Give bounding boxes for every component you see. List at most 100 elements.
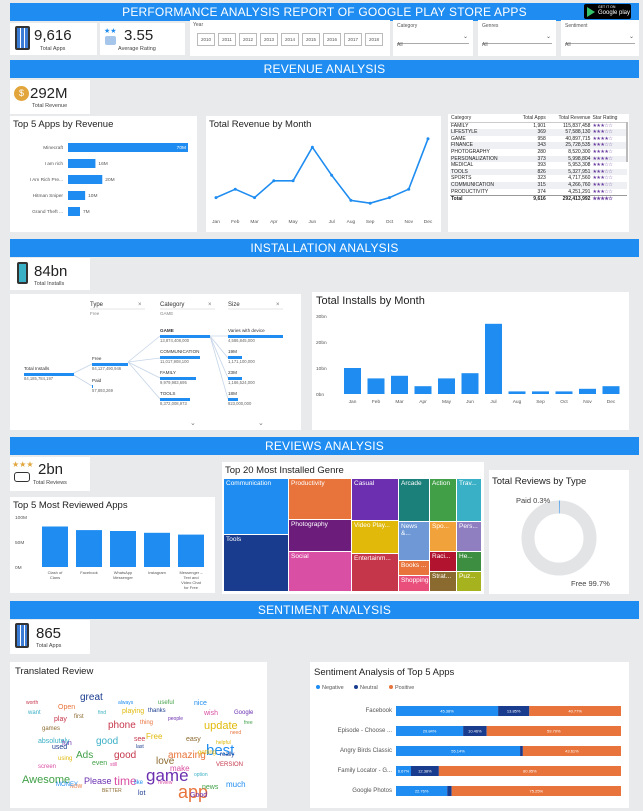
- negative-segment[interactable]: [396, 746, 521, 756]
- year-button-2015[interactable]: 2015: [302, 33, 320, 46]
- decomposition-tree[interactable]: Type × Free Category × GAME Size × Total Install…: [10, 294, 301, 430]
- genres-dropdown[interactable]: All ⌄: [482, 33, 552, 48]
- treemap-cell[interactable]: Strat...: [430, 572, 456, 591]
- installs-bar[interactable]: [391, 375, 408, 394]
- table-row[interactable]: PRODUCTIVITY 374 4,251,291 ★★★☆☆: [450, 189, 627, 196]
- table-header-cell[interactable]: Star Rating: [591, 115, 627, 123]
- treemap-cell[interactable]: He...: [457, 552, 481, 571]
- table-row[interactable]: COMMUNICATION 315 4,266,760 ★★★☆☆: [450, 181, 627, 189]
- treemap-cell[interactable]: Tools: [224, 535, 288, 591]
- revenue-point[interactable]: [291, 179, 295, 183]
- installs-bar[interactable]: [532, 391, 549, 394]
- treemap-cell[interactable]: Photography: [289, 520, 351, 551]
- installs-bar[interactable]: [438, 378, 455, 394]
- treemap-cell[interactable]: Raci...: [430, 552, 456, 571]
- genres-slicer[interactable]: Genres All ⌄: [478, 20, 556, 56]
- table-row[interactable]: SPORTS 323 4,717,560 ★★★☆☆: [450, 175, 627, 182]
- year-button-2018[interactable]: 2018: [365, 33, 383, 46]
- positive-segment[interactable]: [451, 786, 621, 796]
- revenue-point[interactable]: [214, 196, 218, 200]
- sentiment-dropdown[interactable]: All ⌄: [565, 33, 635, 48]
- donut-paid-slice[interactable]: [521, 500, 597, 576]
- treemap-cell[interactable]: News &...: [399, 522, 429, 560]
- table-header-cell[interactable]: Category: [450, 115, 514, 123]
- treemap-cell[interactable]: Action: [430, 479, 456, 521]
- table-scrollbar[interactable]: [626, 122, 628, 162]
- revenue-bar[interactable]: [68, 191, 86, 200]
- genre-treemap[interactable]: Communication Tools Productivity Photograph…: [224, 479, 482, 592]
- revenue-point[interactable]: [349, 198, 353, 202]
- positive-segment[interactable]: [522, 746, 621, 756]
- revenue-point[interactable]: [330, 173, 334, 177]
- treemap-cell[interactable]: Social: [289, 552, 351, 591]
- tree-node-bar[interactable]: [160, 377, 196, 380]
- revenue-bar[interactable]: [68, 143, 188, 152]
- negative-segment[interactable]: [396, 786, 448, 796]
- positive-segment[interactable]: [438, 766, 621, 776]
- close-icon[interactable]: ×: [138, 302, 142, 308]
- tree-node-bar[interactable]: [92, 363, 128, 366]
- tree-node-bar[interactable]: [160, 356, 200, 359]
- treemap-cell[interactable]: Arcade: [399, 479, 429, 521]
- sentiment-slicer[interactable]: Sentiment All ⌄: [561, 20, 639, 56]
- treemap-cell[interactable]: Spo...: [430, 522, 456, 551]
- year-button-2011[interactable]: 2011: [218, 33, 236, 46]
- year-button-2013[interactable]: 2013: [260, 33, 278, 46]
- treemap-cell[interactable]: Books ...: [399, 561, 429, 575]
- table-row[interactable]: PHOTOGRAPHY 280 8,520,300 ★★★★☆: [450, 149, 627, 156]
- table-header-cell[interactable]: Total Revenue: [546, 115, 592, 123]
- neutral-segment[interactable]: [498, 706, 530, 716]
- reviewed-bar[interactable]: [76, 530, 102, 567]
- revenue-bar[interactable]: [68, 207, 80, 216]
- revenue-point[interactable]: [272, 179, 276, 183]
- table-row[interactable]: FINANCE 343 25,728,535 ★★★☆☆: [450, 142, 627, 149]
- table-row[interactable]: LIFESTYLE 369 57,588,130 ★★★☆☆: [450, 129, 627, 136]
- revenue-point[interactable]: [310, 145, 314, 149]
- year-button-2016[interactable]: 2016: [323, 33, 341, 46]
- negative-segment[interactable]: [396, 766, 412, 776]
- revenue-point[interactable]: [253, 196, 257, 200]
- tree-node-bar[interactable]: [228, 335, 283, 338]
- table-header-cell[interactable]: Total Apps: [513, 115, 547, 123]
- revenue-point[interactable]: [233, 187, 237, 191]
- table-row[interactable]: GAME 958 40,897,715 ★★★★☆: [450, 136, 627, 143]
- table-row[interactable]: TOOLS 826 5,327,951 ★★★☆☆: [450, 168, 627, 176]
- treemap-cell[interactable]: Communication: [224, 479, 288, 534]
- treemap-cell[interactable]: Productivity: [289, 479, 351, 519]
- treemap-cell[interactable]: Pers...: [457, 522, 481, 551]
- category-slicer[interactable]: Category All ⌄: [393, 20, 473, 56]
- year-button-2017[interactable]: 2017: [344, 33, 362, 46]
- reviewed-bar[interactable]: [110, 531, 136, 567]
- revenue-point[interactable]: [368, 201, 372, 205]
- installs-bar[interactable]: [579, 388, 596, 394]
- neutral-segment[interactable]: [520, 746, 523, 756]
- negative-segment[interactable]: [396, 726, 464, 736]
- tree-node-bar[interactable]: [228, 377, 242, 380]
- tree-node-bar[interactable]: [160, 398, 190, 401]
- reviewed-bar[interactable]: [178, 534, 204, 567]
- year-button-2014[interactable]: 2014: [281, 33, 299, 46]
- treemap-cell[interactable]: Puz...: [457, 572, 481, 591]
- revenue-point[interactable]: [426, 137, 430, 141]
- close-icon[interactable]: ×: [208, 302, 212, 308]
- installs-bar[interactable]: [485, 323, 502, 394]
- tree-node-bar[interactable]: [24, 373, 74, 376]
- positive-segment[interactable]: [486, 726, 621, 736]
- tree-node-bar[interactable]: [160, 335, 210, 338]
- treemap-cell[interactable]: Video Play...: [352, 521, 398, 553]
- installs-bar[interactable]: [555, 391, 573, 394]
- table-row[interactable]: PERSONALIZATION 373 5,998,804 ★★★★☆: [450, 155, 627, 163]
- revenue-point[interactable]: [407, 187, 411, 191]
- year-button-2012[interactable]: 2012: [239, 33, 257, 46]
- neutral-segment[interactable]: [411, 766, 439, 776]
- revenue-point[interactable]: [387, 196, 391, 200]
- treemap-cell[interactable]: Entertainm...: [352, 554, 398, 591]
- table-total-row[interactable]: Total 9,616 292,413,992 ★★★★☆: [450, 195, 627, 203]
- chevron-down-icon[interactable]: ⌄: [258, 420, 264, 427]
- tree-node-bar[interactable]: [228, 356, 242, 359]
- neutral-segment[interactable]: [447, 786, 452, 796]
- treemap-cell[interactable]: Casual: [352, 479, 398, 520]
- installs-bar[interactable]: [461, 373, 479, 394]
- installs-bar[interactable]: [602, 386, 620, 394]
- positive-segment[interactable]: [529, 706, 621, 716]
